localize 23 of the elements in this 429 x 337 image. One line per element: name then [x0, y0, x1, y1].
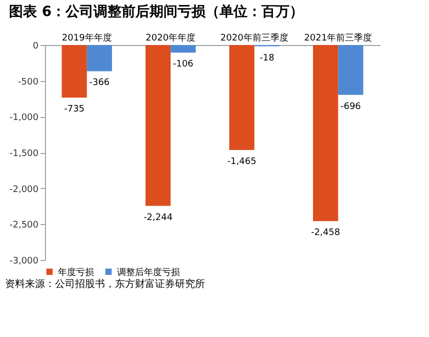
- text: -106: [172, 60, 194, 70]
- y-tick-label: -3,000: [9, 256, 39, 266]
- text: -18: [260, 53, 274, 64]
- text: -366: [89, 78, 110, 88]
- text: -1,465: [227, 156, 256, 167]
- y-tick-label: -500: [18, 77, 39, 88]
- y-tick-label: -2,500: [9, 220, 39, 231]
- legend-label: 年度亏损: [58, 266, 94, 278]
- x-tick-label: 2021年前三季度: [304, 32, 372, 44]
- chart-title: 图表 6：公司调整前后期间亏损（单位：百万）: [8, 3, 304, 20]
- y-tick-label: -2,000: [9, 184, 39, 195]
- legend-label: 调整后年度亏损: [117, 266, 180, 278]
- x-tick-label: 2020年年度: [146, 32, 196, 44]
- y-tick-label: -1,500: [9, 149, 39, 159]
- text: 资料来源：公司招股书，东方财富证券研究所: [5, 278, 205, 290]
- x-tick-label: 2020年前三季度: [220, 32, 288, 44]
- y-tick-label: -1,000: [9, 113, 39, 124]
- x-tick-label: 2019年年度: [62, 32, 112, 44]
- text: -2,244: [144, 212, 173, 223]
- text: -696: [340, 102, 361, 112]
- text: -2,458: [311, 228, 340, 238]
- y-tick-label: 0: [32, 42, 39, 52]
- text: -735: [64, 104, 85, 115]
